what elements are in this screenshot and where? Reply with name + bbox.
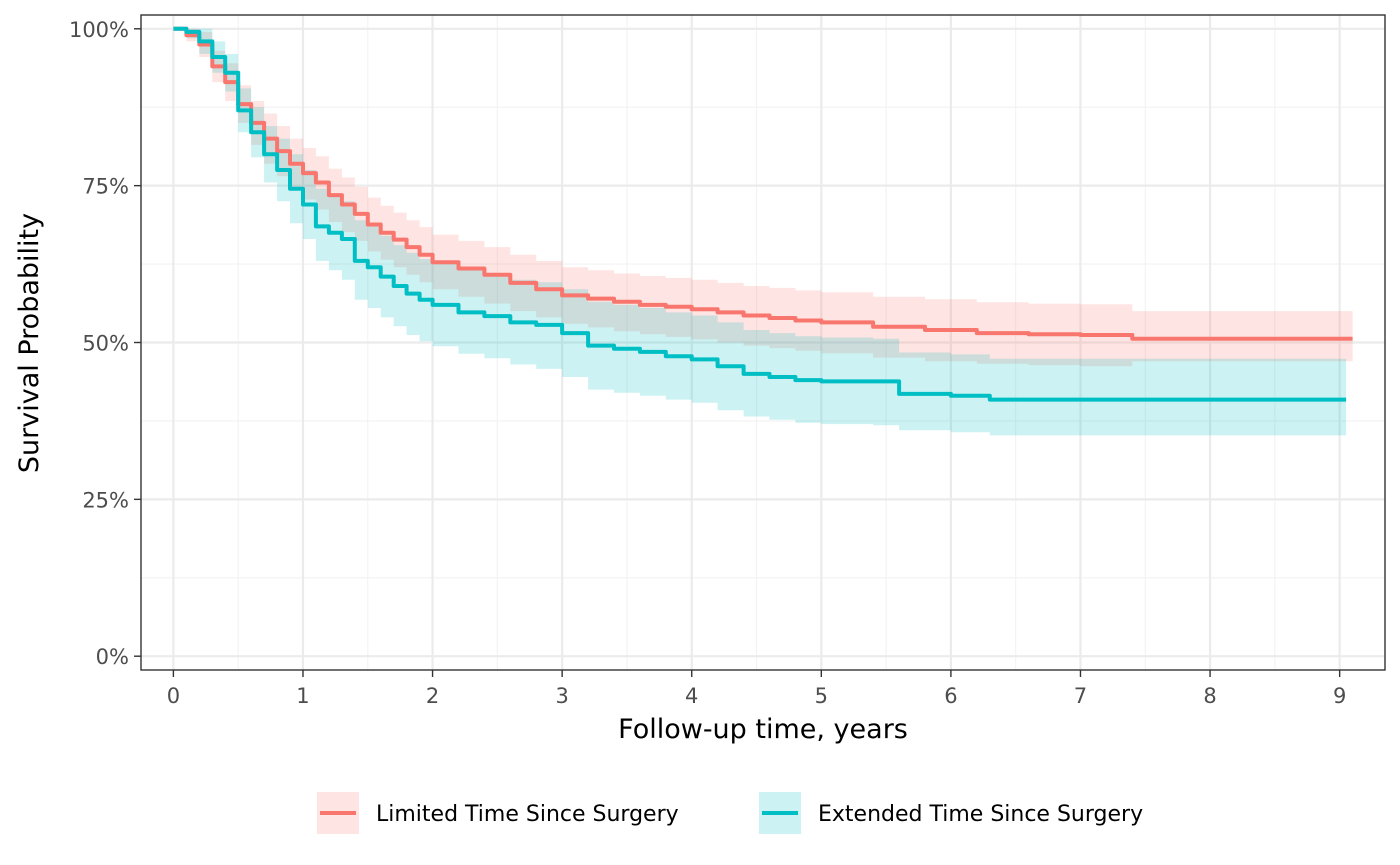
confidence-band-extended	[173, 28, 1347, 436]
y-tick-label: 100%	[69, 18, 129, 42]
x-axis-title: Follow-up time, years	[618, 714, 908, 745]
y-axis-title: Survival Probability	[14, 213, 45, 473]
x-tick-label: 5	[815, 684, 828, 708]
x-tick-label: 1	[296, 684, 309, 708]
survival-curves	[173, 26, 1353, 402]
x-tick-label: 6	[944, 684, 957, 708]
x-tick-label: 8	[1203, 684, 1216, 708]
y-tick-label: 75%	[82, 175, 129, 199]
confidence-bands	[173, 28, 1353, 436]
legend-label: Extended Time Since Surgery	[818, 802, 1143, 827]
x-tick-label: 0	[167, 684, 180, 708]
x-tick-label: 3	[555, 684, 568, 708]
major-gridlines	[141, 15, 1385, 670]
x-tick-label: 7	[1074, 684, 1087, 708]
x-tick-label: 4	[685, 684, 698, 708]
x-tick-label: 9	[1333, 684, 1346, 708]
legend-key-extended	[759, 792, 801, 834]
x-axis-ticks: 0 1 2 3 4 5 6 7 8 9	[167, 670, 1346, 708]
confidence-band-limited	[173, 28, 1353, 367]
legend: Limited Time Since Surgery Extended Time …	[317, 792, 1143, 834]
survival-line-extended	[173, 26, 1347, 402]
x-tick-label: 2	[426, 684, 439, 708]
y-tick-label: 50%	[82, 332, 129, 356]
y-tick-label: 25%	[82, 488, 129, 512]
legend-label: Limited Time Since Surgery	[376, 802, 679, 827]
y-tick-label: 0%	[96, 645, 129, 669]
legend-key-limited	[317, 792, 359, 834]
y-axis-ticks: 0% 25% 50% 75% 100%	[69, 18, 141, 669]
